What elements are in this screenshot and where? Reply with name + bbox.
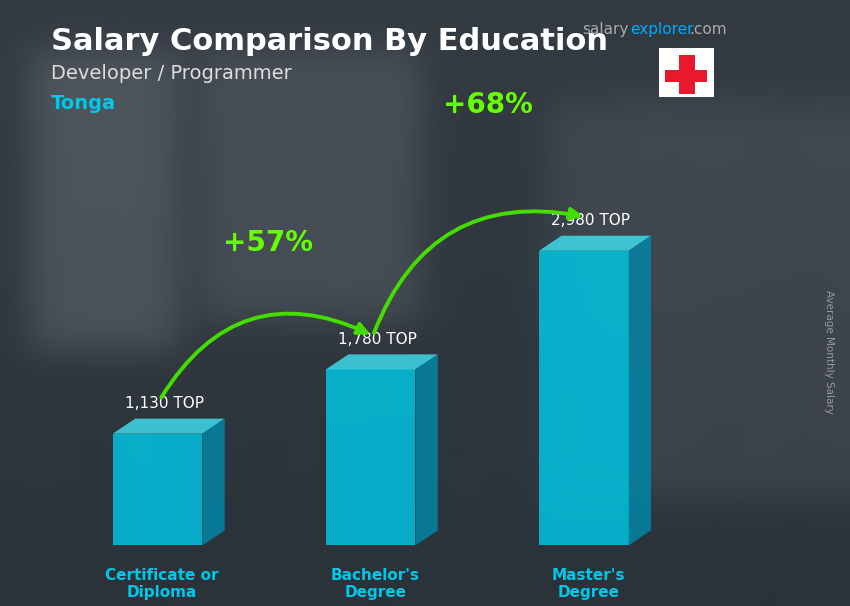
Polygon shape: [202, 419, 224, 545]
Text: Developer / Programmer: Developer / Programmer: [51, 64, 292, 82]
Polygon shape: [326, 370, 416, 545]
Text: salary: salary: [582, 22, 629, 38]
Text: Certificate or
Diploma: Certificate or Diploma: [105, 568, 218, 601]
Text: +57%: +57%: [224, 228, 314, 257]
Text: Average Monthly Salary: Average Monthly Salary: [824, 290, 834, 413]
Text: Bachelor's
Degree: Bachelor's Degree: [331, 568, 420, 601]
Text: +68%: +68%: [443, 92, 533, 119]
Text: Salary Comparison By Education: Salary Comparison By Education: [51, 27, 608, 56]
Bar: [659, 48, 714, 97]
Text: 2,980 TOP: 2,980 TOP: [551, 213, 630, 228]
Bar: [679, 55, 695, 93]
Text: 1,780 TOP: 1,780 TOP: [338, 332, 416, 347]
Polygon shape: [539, 236, 651, 251]
Text: .com: .com: [689, 22, 727, 38]
Polygon shape: [113, 419, 224, 434]
Polygon shape: [326, 355, 438, 370]
Polygon shape: [629, 236, 651, 545]
Text: explorer: explorer: [630, 22, 694, 38]
Text: Tonga: Tonga: [51, 94, 116, 113]
Polygon shape: [113, 434, 202, 545]
Polygon shape: [416, 355, 438, 545]
Text: 1,130 TOP: 1,130 TOP: [125, 396, 204, 411]
Text: Master's
Degree: Master's Degree: [552, 568, 625, 601]
Bar: [666, 70, 707, 82]
Polygon shape: [539, 251, 629, 545]
